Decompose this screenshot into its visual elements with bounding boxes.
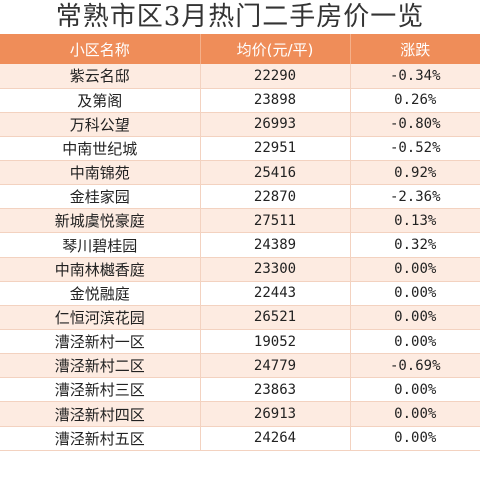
cell-price: 23300: [200, 257, 351, 282]
cell-change: 0.00%: [350, 377, 480, 403]
table-row: 漕泾新村四区 26913 0.00%: [0, 401, 480, 427]
cell-price: 27511: [200, 208, 351, 234]
cell-change: -0.69%: [350, 353, 480, 379]
cell-change: 0.00%: [350, 401, 480, 427]
table-header: 小区名称 均价(元/平) 涨跌: [0, 34, 480, 64]
table-row: 仁恒河滨花园 26521 0.00%: [0, 305, 480, 331]
cell-price: 24389: [200, 232, 351, 258]
cell-name: 漕泾新村三区: [0, 377, 201, 403]
cell-name: 新城虞悦豪庭: [0, 208, 201, 234]
cell-change: -0.80%: [350, 112, 480, 137]
cell-price: 24264: [200, 426, 351, 451]
cell-name: 漕泾新村四区: [0, 401, 201, 427]
cell-price: 19052: [200, 329, 351, 355]
cell-change: 0.92%: [350, 160, 480, 186]
cell-name: 琴川碧桂园: [0, 232, 201, 258]
cell-name: 万科公望: [0, 112, 201, 137]
cell-name: 中南世纪城: [0, 136, 201, 162]
cell-change: 0.00%: [350, 329, 480, 355]
table-row: 中南锦苑 25416 0.92%: [0, 160, 480, 186]
cell-name: 漕泾新村一区: [0, 329, 201, 355]
table-row: 金悦融庭 22443 0.00%: [0, 281, 480, 306]
header-name: 小区名称: [0, 34, 201, 64]
cell-price: 25416: [200, 160, 351, 186]
table-row: 金桂家园 22870 -2.36%: [0, 184, 480, 210]
cell-change: 0.00%: [350, 305, 480, 331]
cell-name: 中南锦苑: [0, 160, 201, 186]
cell-price: 22951: [200, 136, 351, 162]
cell-name: 紫云名邸: [0, 64, 201, 89]
cell-price: 23863: [200, 377, 351, 403]
table-row: 紫云名邸 22290 -0.34%: [0, 64, 480, 89]
cell-change: 0.32%: [350, 232, 480, 258]
price-table: 小区名称 均价(元/平) 涨跌 紫云名邸 22290 -0.34% 及第阁 23898 0…: [0, 34, 480, 451]
cell-name: 漕泾新村五区: [0, 426, 201, 451]
cell-price: 23898: [200, 88, 351, 113]
cell-change: 0.00%: [350, 426, 480, 451]
cell-price: 24779: [200, 353, 351, 379]
cell-change: 0.00%: [350, 281, 480, 306]
cell-price: 22290: [200, 64, 351, 89]
cell-price: 26913: [200, 401, 351, 427]
table-row: 万科公望 26993 -0.80%: [0, 112, 480, 137]
table-row: 及第阁 23898 0.26%: [0, 88, 480, 113]
cell-price: 22443: [200, 281, 351, 306]
cell-change: 0.26%: [350, 88, 480, 113]
cell-name: 漕泾新村二区: [0, 353, 201, 379]
cell-price: 26993: [200, 112, 351, 137]
header-change: 涨跌: [350, 34, 480, 64]
table-row: 中南林樾香庭 23300 0.00%: [0, 257, 480, 282]
table-row: 新城虞悦豪庭 27511 0.13%: [0, 208, 480, 234]
table-row: 漕泾新村一区 19052 0.00%: [0, 329, 480, 355]
cell-name: 及第阁: [0, 88, 201, 113]
cell-name: 金悦融庭: [0, 281, 201, 306]
table-row: 漕泾新村五区 24264 0.00%: [0, 426, 480, 451]
cell-change: -0.52%: [350, 136, 480, 162]
table-row: 琴川碧桂园 24389 0.32%: [0, 232, 480, 258]
cell-change: 0.13%: [350, 208, 480, 234]
cell-change: 0.00%: [350, 257, 480, 282]
cell-price: 22870: [200, 184, 351, 210]
cell-name: 中南林樾香庭: [0, 257, 201, 282]
table-body: 紫云名邸 22290 -0.34% 及第阁 23898 0.26% 万科公望 26993 -0.…: [0, 64, 480, 451]
table-row: 漕泾新村二区 24779 -0.69%: [0, 353, 480, 379]
cell-price: 26521: [200, 305, 351, 331]
page-title: 常熟市区3月热门二手房价一览: [55, 2, 425, 32]
header-price: 均价(元/平): [200, 34, 351, 64]
cell-change: -2.36%: [350, 184, 480, 210]
header-row: 小区名称 均价(元/平) 涨跌: [0, 34, 480, 64]
cell-change: -0.34%: [350, 64, 480, 89]
cell-name: 仁恒河滨花园: [0, 305, 201, 331]
cell-name: 金桂家园: [0, 184, 201, 210]
table-row: 漕泾新村三区 23863 0.00%: [0, 377, 480, 403]
table-row: 中南世纪城 22951 -0.52%: [0, 136, 480, 162]
